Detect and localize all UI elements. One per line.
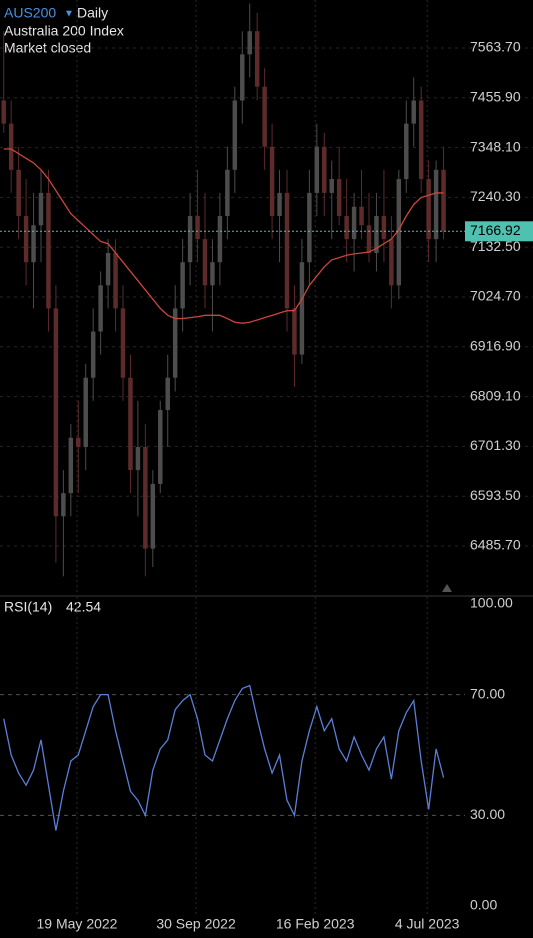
candle-body	[284, 192, 290, 309]
y-tick-label: 30.00	[470, 806, 505, 822]
instrument-name: Australia 200 Index	[4, 23, 124, 39]
candle-body	[23, 216, 29, 263]
y-tick-label: 6809.10	[470, 387, 521, 403]
candle-body	[180, 262, 185, 309]
candle-body	[217, 216, 223, 263]
x-tick-label: 16 Feb 2023	[276, 916, 355, 932]
y-tick-label: 7024.70	[470, 288, 521, 304]
candle-body	[240, 54, 245, 101]
candle-body	[46, 192, 51, 309]
candle-body	[426, 179, 431, 240]
candle-body	[165, 377, 170, 411]
candle-body	[8, 123, 14, 170]
candle-body	[329, 179, 334, 193]
y-tick-label: 6701.30	[470, 437, 521, 453]
candle-body	[374, 216, 379, 253]
candle-body	[396, 179, 402, 286]
moving-average	[3, 148, 444, 324]
candle-body	[344, 216, 349, 240]
candle-body	[441, 169, 446, 232]
candle-body	[299, 262, 305, 355]
candle-body	[53, 308, 59, 517]
candle-body	[336, 179, 342, 217]
candle-body	[359, 206, 364, 226]
candle-body	[90, 331, 96, 378]
x-tick-label: 4 Jul 2023	[395, 916, 460, 932]
y-tick-label: 6593.50	[470, 487, 521, 503]
candle-body	[262, 86, 267, 147]
candle-body	[158, 410, 163, 484]
candle-body	[322, 146, 327, 193]
candle-body	[76, 437, 81, 447]
candle-body	[172, 308, 178, 378]
candle-body	[381, 216, 387, 240]
y-tick-label: 7132.50	[470, 238, 521, 254]
candle-body	[292, 308, 297, 355]
candle-body	[128, 377, 133, 471]
candle-body	[307, 192, 312, 263]
candle-body	[143, 446, 148, 549]
candle-body	[187, 216, 193, 263]
candle-body	[16, 169, 21, 217]
candle-body	[31, 225, 36, 263]
candle-body	[232, 100, 238, 170]
scroll-marker	[442, 584, 452, 592]
candle-body	[277, 192, 282, 217]
candle-body	[195, 216, 200, 240]
candle-body	[1, 100, 6, 124]
y-tick-label: 0.00	[470, 897, 497, 913]
y-tick-label: 6485.70	[470, 537, 521, 553]
candle-body	[38, 192, 44, 226]
y-tick-label: 6916.90	[470, 337, 521, 353]
candle-body	[225, 169, 230, 217]
candle-body	[61, 493, 66, 517]
candle-body	[105, 252, 111, 286]
candle-body	[433, 169, 439, 240]
y-tick-label: 7455.90	[470, 88, 521, 104]
x-tick-label: 19 May 2022	[37, 916, 118, 932]
y-tick-label: 100.00	[470, 595, 513, 611]
candle-body	[120, 308, 126, 378]
candle-body	[389, 239, 394, 286]
candle-body	[68, 437, 74, 494]
rsi-label: RSI(14)	[4, 599, 52, 615]
last-price-label: 7166.92	[470, 222, 521, 238]
candle-body	[98, 285, 103, 332]
candle-body	[202, 239, 208, 286]
candle-body	[404, 123, 409, 180]
candle-body	[210, 262, 215, 286]
candle-body	[113, 252, 118, 309]
y-tick-label: 7348.10	[470, 138, 521, 154]
rsi-value: 42.54	[66, 599, 101, 615]
y-tick-label: 7563.70	[470, 39, 521, 55]
candle-body	[314, 146, 320, 193]
candle-body	[83, 377, 88, 447]
candle-body	[150, 483, 156, 549]
symbol[interactable]: AUS200	[4, 5, 56, 21]
candle-body	[411, 100, 416, 124]
symbol-dropdown[interactable]: ▼	[64, 9, 74, 20]
y-tick-label: 7240.30	[470, 188, 521, 204]
candle-body	[247, 31, 252, 55]
x-tick-label: 30 Sep 2022	[156, 916, 236, 932]
rsi-line	[3, 684, 445, 831]
candle-body	[366, 225, 372, 253]
interval[interactable]: Daily	[77, 5, 108, 21]
last-price-box	[465, 221, 533, 242]
candle-body	[135, 446, 141, 471]
market-status: Market closed	[4, 40, 91, 56]
candle-body	[418, 100, 424, 180]
candle-body	[254, 31, 260, 87]
candle-body	[351, 206, 357, 240]
candle-body	[269, 146, 275, 217]
y-tick-label: 70.00	[470, 685, 505, 701]
